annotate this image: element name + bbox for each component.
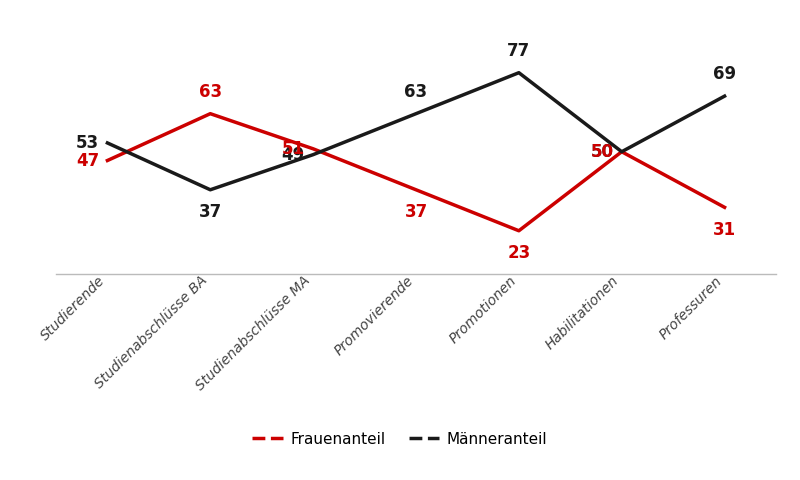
Text: 53: 53 (76, 134, 99, 152)
Text: 31: 31 (713, 220, 736, 239)
Text: Promotionen: Promotionen (446, 274, 519, 346)
Text: 47: 47 (76, 152, 99, 169)
Text: 23: 23 (507, 244, 530, 262)
Text: Professuren: Professuren (657, 274, 725, 342)
Text: 63: 63 (198, 83, 222, 100)
Text: 49: 49 (282, 145, 305, 164)
Text: 69: 69 (713, 65, 736, 83)
Text: 37: 37 (198, 203, 222, 221)
Legend: Frauenanteil, Männeranteil: Frauenanteil, Männeranteil (246, 426, 554, 453)
Text: 50: 50 (590, 143, 614, 161)
Text: Studierende: Studierende (38, 274, 107, 343)
Text: 50: 50 (590, 143, 614, 161)
Text: 51: 51 (282, 140, 305, 158)
Text: Studienabschlüsse MA: Studienabschlüsse MA (194, 274, 313, 393)
Text: Habilitationen: Habilitationen (543, 274, 622, 352)
Text: 37: 37 (404, 203, 428, 221)
Text: 77: 77 (507, 42, 530, 60)
Text: Promovierende: Promovierende (331, 274, 416, 358)
Text: Studienabschlüsse BA: Studienabschlüsse BA (92, 274, 210, 392)
Text: 63: 63 (405, 83, 427, 100)
